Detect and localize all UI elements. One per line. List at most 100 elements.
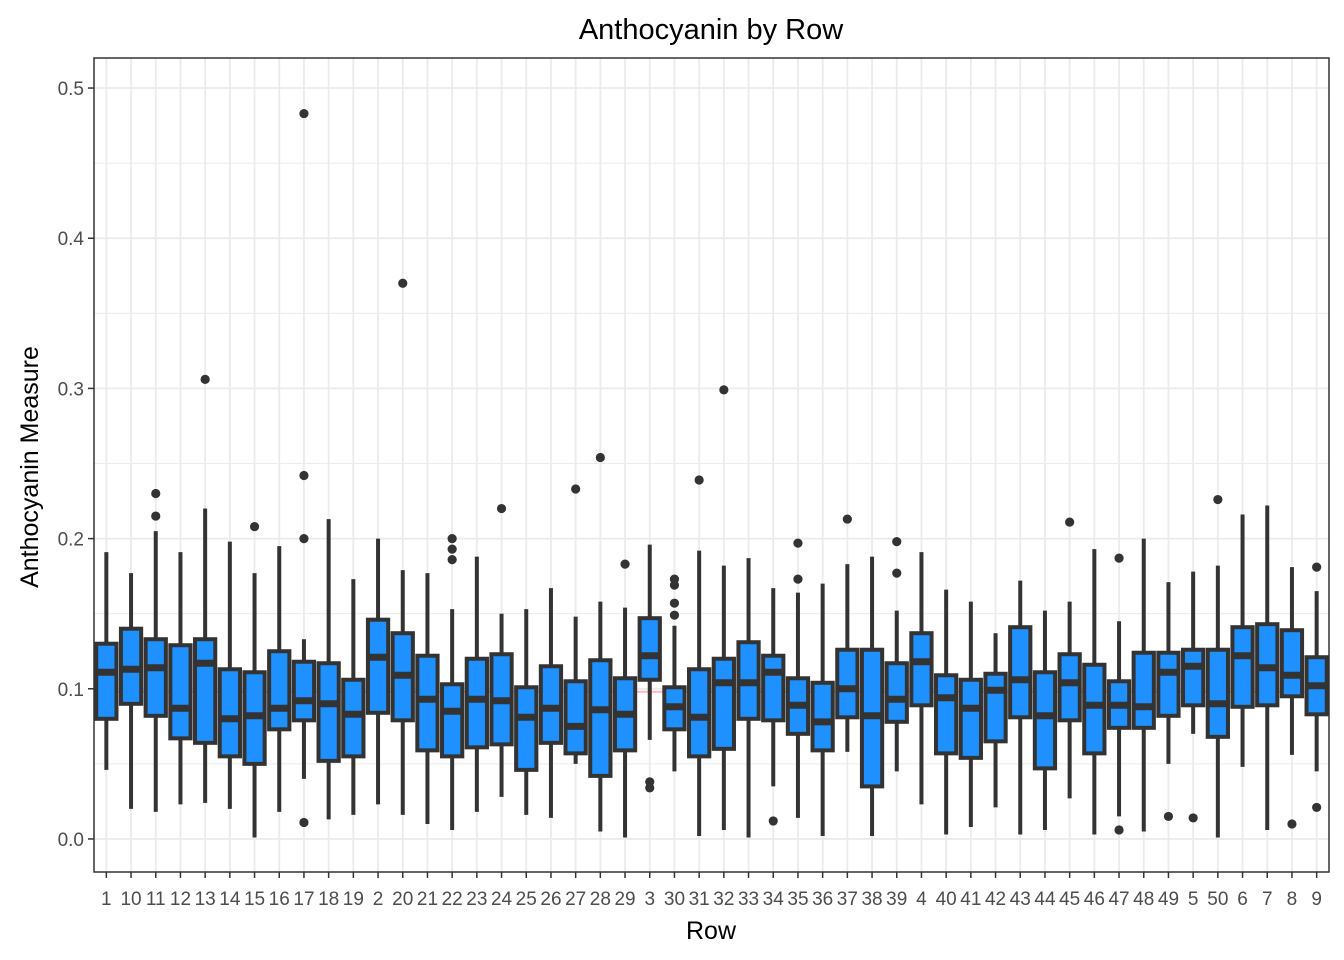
box-4 [909, 552, 934, 805]
x-tick-label: 49 [1158, 889, 1179, 910]
box-31 [687, 475, 712, 836]
box-11 [143, 488, 168, 812]
box-45 [1057, 517, 1082, 799]
iqr-box [514, 685, 539, 772]
box-44 [1032, 610, 1058, 830]
box-24 [489, 503, 514, 797]
x-tick-label: 40 [936, 889, 957, 910]
outlier-point [842, 514, 852, 524]
outlier-point [793, 574, 803, 584]
outlier-point [1163, 811, 1174, 822]
x-tick-label: 5 [1188, 889, 1199, 910]
iqr-box [538, 664, 564, 745]
x-tick-label: 13 [195, 889, 216, 910]
box-22 [440, 533, 465, 830]
box-35 [785, 538, 811, 818]
outlier-point [669, 610, 680, 620]
x-tick-label: 29 [614, 889, 635, 910]
x-tick-label: 31 [689, 889, 710, 910]
x-tick-label: 35 [787, 889, 808, 910]
box-49 [1156, 582, 1181, 822]
x-tick-label: 34 [763, 889, 785, 910]
x-tick-label: 36 [812, 889, 833, 910]
y-tick-label: 0.0 [58, 830, 84, 851]
box-12 [168, 552, 193, 805]
iqr-box [464, 656, 489, 750]
iqr-box [1082, 662, 1107, 756]
x-tick-label: 14 [219, 889, 241, 910]
iqr-box [563, 679, 588, 756]
iqr-box [1156, 650, 1181, 718]
x-tick-label: 41 [960, 889, 981, 910]
x-tick-label: 38 [861, 889, 882, 910]
outlier-point [595, 452, 605, 463]
x-tick-label: 48 [1133, 889, 1154, 910]
outlier-point [299, 108, 309, 119]
outlier-point [1312, 562, 1322, 572]
box-38 [859, 556, 885, 836]
box-5 [1181, 571, 1206, 823]
iqr-box [193, 637, 218, 745]
x-tick-label: 2 [373, 889, 384, 910]
outlier-point [719, 385, 729, 395]
box-34 [761, 588, 786, 826]
x-tick-label: 21 [417, 889, 438, 910]
iqr-box [1131, 650, 1156, 730]
x-tick-label: 27 [565, 889, 586, 910]
outlier-point [151, 511, 161, 521]
iqr-box [1279, 628, 1305, 699]
box-32 [711, 385, 736, 830]
iqr-box [637, 616, 662, 682]
y-axis-title: Anthocyanin Measure [16, 346, 44, 588]
x-tick-label: 30 [664, 889, 685, 910]
x-tick-label: 47 [1108, 889, 1129, 910]
outlier-point [447, 555, 457, 565]
iqr-box [958, 677, 983, 760]
box-50 [1205, 494, 1230, 838]
chart-title: Anthocyanin by Row [579, 14, 844, 46]
y-axis: 0.0 0.1 0.2 0.3 0.4 0.5 [58, 79, 94, 851]
iqr-box [291, 659, 317, 723]
outlier-point [496, 503, 507, 514]
iqr-box [835, 647, 860, 720]
box-8 [1279, 567, 1305, 829]
box-39 [884, 536, 909, 772]
x-tick-label: 23 [466, 889, 487, 910]
outlier-point [1065, 517, 1075, 527]
box-20 [390, 278, 415, 815]
outlier-point [620, 559, 630, 569]
outlier-point [669, 580, 680, 590]
outlier-point [1188, 813, 1198, 823]
iqr-box [884, 661, 909, 724]
box-18 [316, 519, 341, 820]
outlier-point [1312, 802, 1322, 813]
outlier-point [299, 470, 309, 481]
box-28 [588, 452, 613, 832]
x-axis: 1 10 11 12 13 14 15 16 17 18 19 2 20 21 22 23 24 25 26 27 28… [101, 872, 1322, 910]
iqr-box [983, 671, 1008, 744]
box-16 [267, 546, 292, 812]
x-tick-label: 19 [343, 889, 364, 910]
outlier-point [1287, 819, 1297, 829]
outlier-point [1114, 553, 1124, 563]
outlier-point [299, 533, 309, 544]
x-tick-label: 6 [1237, 889, 1248, 910]
boxes [94, 108, 1329, 838]
iqr-box [267, 649, 292, 732]
box-27 [563, 484, 588, 764]
outlier-point [571, 484, 581, 494]
box-6 [1230, 514, 1255, 767]
outlier-point [694, 475, 704, 485]
x-tick-label: 32 [713, 889, 734, 910]
x-tick-label: 10 [120, 889, 141, 910]
outlier-point [447, 544, 457, 554]
iqr-box [316, 661, 341, 763]
box-43 [1008, 580, 1033, 835]
box-41 [958, 601, 983, 827]
iqr-box [365, 617, 391, 715]
outlier-point [249, 521, 260, 532]
x-axis-title: Row [686, 917, 737, 945]
iqr-box [909, 631, 934, 708]
outlier-point [669, 598, 680, 608]
